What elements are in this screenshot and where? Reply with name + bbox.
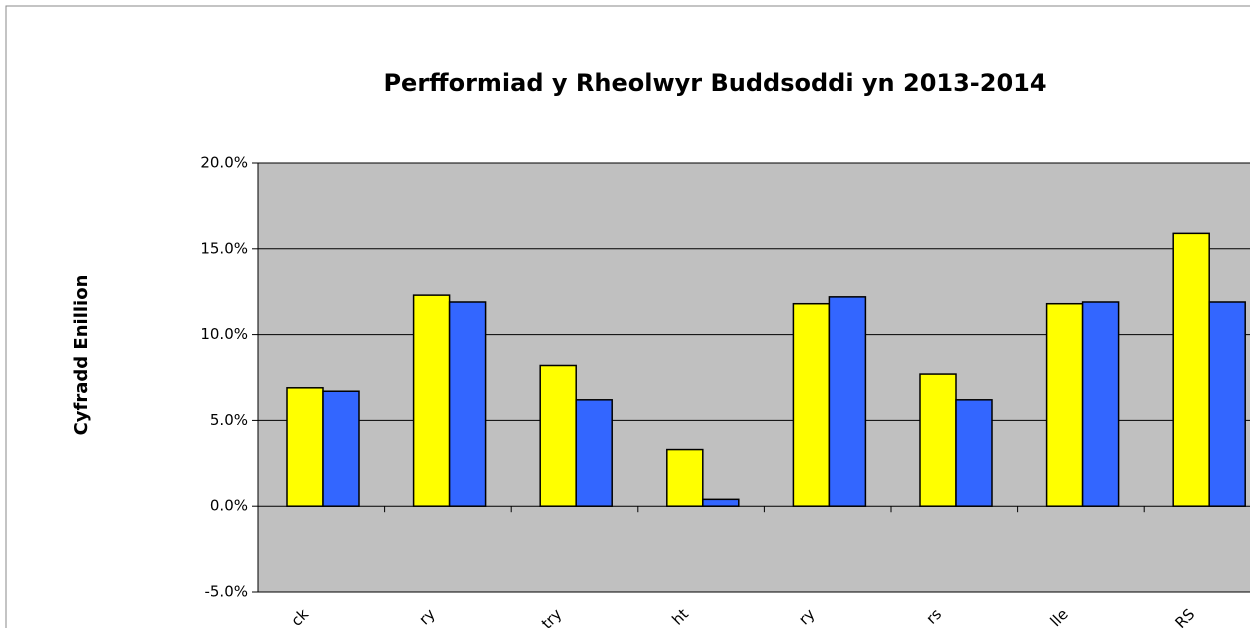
bar — [955, 399, 993, 507]
bar — [792, 302, 831, 507]
bar — [1208, 301, 1246, 507]
bar — [1172, 232, 1210, 507]
y-tick-label: 10.0% — [200, 325, 248, 343]
y-axis-label: Cyfradd Enillion — [71, 275, 92, 436]
bar — [322, 390, 360, 507]
y-tick-label: 0.0% — [210, 497, 248, 515]
bar — [286, 387, 324, 507]
bar — [666, 448, 704, 507]
bar — [919, 373, 957, 507]
y-tick-label: 20.0% — [200, 154, 248, 172]
bar — [448, 301, 487, 507]
bar — [702, 498, 740, 507]
y-tick-label: 15.0% — [200, 239, 248, 257]
bar — [575, 399, 613, 507]
chart-title: Perfformiad y Rheolwyr Buddsoddi yn 2013… — [383, 69, 1046, 97]
bar — [828, 296, 867, 507]
bar — [1081, 301, 1120, 507]
bar — [1045, 302, 1084, 507]
bar — [539, 364, 577, 507]
bar — [412, 294, 451, 507]
y-tick-label: -5.0% — [204, 583, 248, 601]
y-tick-label: 5.0% — [210, 411, 248, 429]
